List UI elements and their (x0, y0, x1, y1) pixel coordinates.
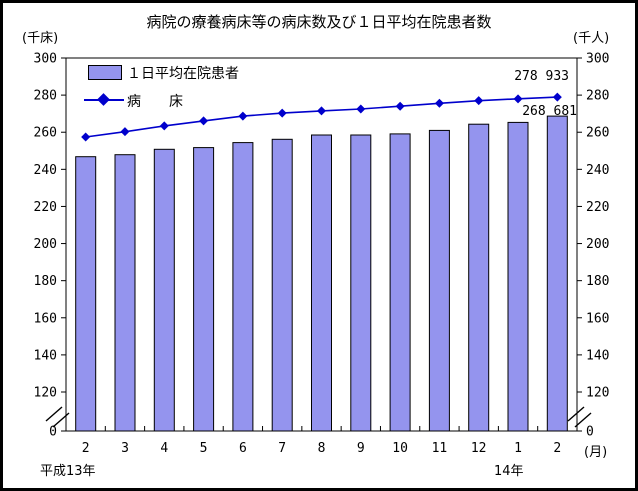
beds-point-7 (277, 108, 287, 118)
beds-point-1 (513, 94, 523, 104)
bar-11 (428, 129, 450, 432)
right-y-tick-label: 280 (586, 89, 609, 104)
bar-7 (271, 138, 293, 432)
beds-point-9 (356, 104, 366, 114)
bar-8 (311, 134, 332, 432)
axis-break-mark (574, 412, 592, 428)
month-label-2: 2 (553, 441, 561, 456)
bar-9 (350, 134, 372, 432)
era-label-heisei13: 平成13年 (40, 464, 96, 479)
beds-point-3 (120, 127, 130, 137)
month-label-5: 5 (200, 441, 208, 456)
right-y-tick-label: 160 (586, 311, 609, 326)
bar-2 (546, 115, 568, 432)
month-label-6: 6 (239, 441, 247, 456)
left-y-tick-label: 240 (34, 163, 57, 178)
right-y-tick-label: 300 (586, 52, 609, 67)
beds-value-annotation: 278 933 (514, 69, 569, 84)
bar-12 (468, 123, 490, 432)
right-y-tick-label: 180 (586, 274, 609, 289)
left-y-tick-label: 140 (34, 348, 57, 363)
month-label-3: 3 (121, 441, 129, 456)
left-y-tick-label: 280 (34, 89, 57, 104)
right-y-tick-label: 120 (586, 386, 609, 401)
patients-value-annotation: 268 681 (522, 104, 577, 119)
right-axis-unit-label: (千人) (573, 31, 610, 46)
legend-bar-label: １日平均在院患者 (127, 66, 239, 82)
legend-line-label: 病 床 (127, 94, 183, 110)
right-y-tick-label: 260 (586, 126, 609, 141)
left-y-tick-label: 300 (34, 52, 57, 67)
month-label-1: 1 (514, 441, 522, 456)
month-label-7: 7 (278, 441, 286, 456)
left-y-tick-label: 260 (34, 126, 57, 141)
left-y-tick-label: 220 (34, 200, 57, 215)
right-y-tick-label: 0 (586, 425, 594, 440)
left-y-tick-label: 200 (34, 237, 57, 252)
beds-point-12 (474, 96, 484, 106)
plot-border (65, 57, 578, 432)
left-y-tick-label: 0 (49, 425, 57, 440)
bar-1 (507, 121, 529, 432)
month-label-4: 4 (160, 441, 168, 456)
beds-point-6 (238, 111, 248, 121)
right-y-tick-label: 220 (586, 200, 609, 215)
left-y-tick-label: 120 (34, 386, 57, 401)
month-label-11: 11 (432, 441, 448, 456)
axis-break-mark (567, 406, 585, 422)
bar-6 (232, 142, 254, 432)
era-label-14: 14年 (494, 464, 524, 479)
bar-10 (389, 133, 411, 432)
beds-point-10 (395, 101, 405, 111)
beds-point-11 (434, 98, 444, 108)
bar-3 (114, 154, 136, 432)
left-y-tick-label: 180 (34, 274, 57, 289)
month-unit-label: (月) (584, 445, 608, 460)
bar-4 (153, 148, 175, 432)
month-label-8: 8 (318, 441, 326, 456)
right-y-tick-label: 140 (586, 348, 609, 363)
legend-bar-swatch (88, 65, 122, 80)
left-axis-unit-label: (千床) (22, 31, 59, 46)
bar-2 (75, 156, 97, 432)
beds-point-8 (317, 106, 326, 116)
axis-break-mark (52, 412, 70, 428)
month-label-2: 2 (82, 441, 90, 456)
chart-title: 病院の療養病床等の病床数及び１日平均在院患者数 (146, 13, 492, 31)
left-y-tick-label: 160 (34, 311, 57, 326)
right-y-tick-label: 240 (586, 163, 609, 178)
beds-point-4 (159, 121, 169, 131)
beds-point-2 (552, 92, 562, 102)
axis-break-mark (45, 406, 63, 422)
month-label-10: 10 (392, 441, 408, 456)
month-label-12: 12 (471, 441, 487, 456)
right-y-tick-label: 200 (586, 237, 609, 252)
bar-5 (193, 147, 215, 432)
month-label-9: 9 (357, 441, 365, 456)
beds-point-5 (199, 116, 209, 126)
beds-point-2 (81, 132, 91, 142)
